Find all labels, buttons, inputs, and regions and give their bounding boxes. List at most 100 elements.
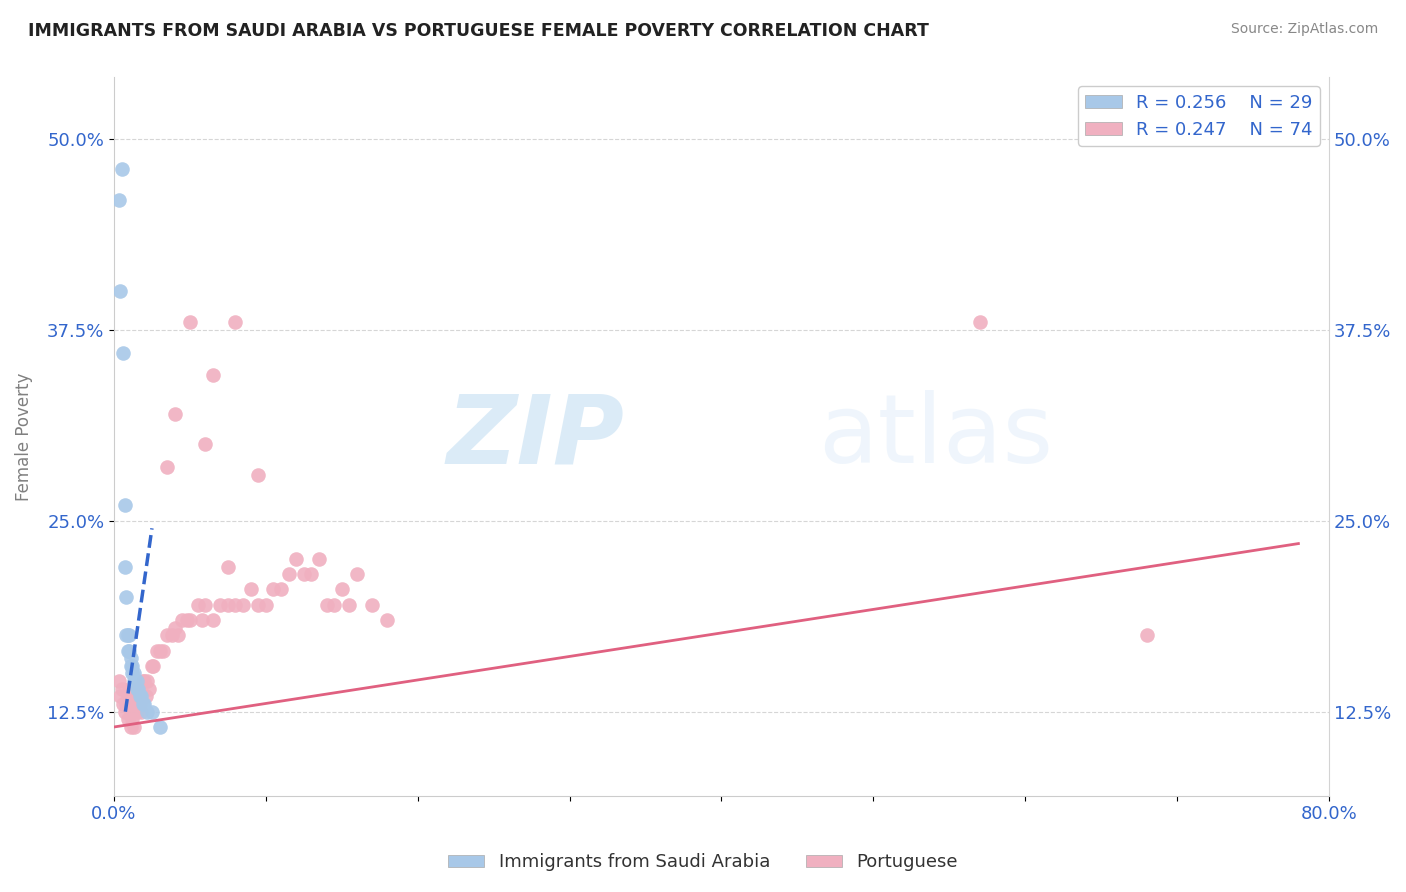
Point <box>120 720 142 734</box>
Point <box>247 467 270 482</box>
Point <box>114 705 136 719</box>
Point <box>375 613 398 627</box>
Point <box>138 681 160 696</box>
Point <box>148 720 170 734</box>
Point <box>209 598 232 612</box>
Point <box>114 499 136 513</box>
Point <box>239 582 262 597</box>
Text: Source: ZipAtlas.com: Source: ZipAtlas.com <box>1230 22 1378 37</box>
Point <box>121 658 143 673</box>
Point <box>179 613 201 627</box>
Point <box>254 598 277 612</box>
Point <box>156 628 179 642</box>
Point <box>217 559 239 574</box>
Text: atlas: atlas <box>818 390 1053 483</box>
Point <box>117 628 139 642</box>
Point <box>217 598 239 612</box>
Point <box>121 697 143 711</box>
Point <box>117 643 139 657</box>
Point <box>110 162 132 177</box>
Point <box>125 681 148 696</box>
Point <box>115 628 138 642</box>
Point <box>969 315 991 329</box>
Point <box>117 712 139 726</box>
Point <box>176 613 198 627</box>
Legend: Immigrants from Saudi Arabia, Portuguese: Immigrants from Saudi Arabia, Portuguese <box>440 847 966 879</box>
Point <box>166 628 188 642</box>
Point <box>262 582 284 597</box>
Point <box>315 598 337 612</box>
Point <box>108 690 131 704</box>
Point <box>323 598 346 612</box>
Point <box>122 705 145 719</box>
Point <box>270 582 292 597</box>
Point <box>112 345 135 359</box>
Point <box>247 598 270 612</box>
Point <box>128 697 150 711</box>
Point <box>115 697 138 711</box>
Point <box>232 598 254 612</box>
Point <box>337 598 360 612</box>
Point <box>135 690 157 704</box>
Point <box>125 690 148 704</box>
Point <box>179 315 201 329</box>
Point <box>112 697 135 711</box>
Point <box>125 705 148 719</box>
Point <box>160 628 183 642</box>
Point <box>224 598 246 612</box>
Point <box>121 712 143 726</box>
Point <box>361 598 384 612</box>
Point <box>134 674 156 689</box>
Point <box>1135 628 1157 642</box>
Point <box>145 643 167 657</box>
Point <box>132 697 155 711</box>
Point <box>141 705 163 719</box>
Text: ZIP: ZIP <box>446 390 624 483</box>
Point <box>127 690 149 704</box>
Point <box>115 590 138 604</box>
Point <box>124 681 146 696</box>
Text: IMMIGRANTS FROM SAUDI ARABIA VS PORTUGUESE FEMALE POVERTY CORRELATION CHART: IMMIGRANTS FROM SAUDI ARABIA VS PORTUGUE… <box>28 22 929 40</box>
Point <box>308 552 330 566</box>
Point <box>141 658 163 673</box>
Point <box>186 598 208 612</box>
Point <box>110 681 132 696</box>
Point <box>107 193 129 207</box>
Point <box>122 674 145 689</box>
Point <box>163 621 186 635</box>
Point <box>131 690 153 704</box>
Point <box>122 720 145 734</box>
Point <box>120 651 142 665</box>
Point <box>124 674 146 689</box>
Point <box>346 567 368 582</box>
Point <box>201 368 224 383</box>
Point <box>118 697 141 711</box>
Point <box>134 697 156 711</box>
Point <box>277 567 299 582</box>
Point <box>118 643 141 657</box>
Point <box>142 658 165 673</box>
Point <box>136 705 159 719</box>
Point <box>191 613 214 627</box>
Point <box>172 613 194 627</box>
Point <box>120 658 142 673</box>
Point <box>125 674 148 689</box>
Point <box>117 690 139 704</box>
Point <box>194 437 217 451</box>
Point <box>131 705 153 719</box>
Point <box>285 552 308 566</box>
Legend: R = 0.256    N = 29, R = 0.247    N = 74: R = 0.256 N = 29, R = 0.247 N = 74 <box>1078 87 1320 146</box>
Point <box>122 666 145 681</box>
Point <box>120 705 142 719</box>
Point <box>118 681 141 696</box>
Point <box>201 613 224 627</box>
Point <box>148 643 170 657</box>
Point <box>107 674 129 689</box>
Point <box>156 460 179 475</box>
Point <box>118 628 141 642</box>
Point <box>194 598 217 612</box>
Point <box>163 407 186 421</box>
Point <box>299 567 322 582</box>
Point <box>152 643 174 657</box>
Point <box>136 674 159 689</box>
